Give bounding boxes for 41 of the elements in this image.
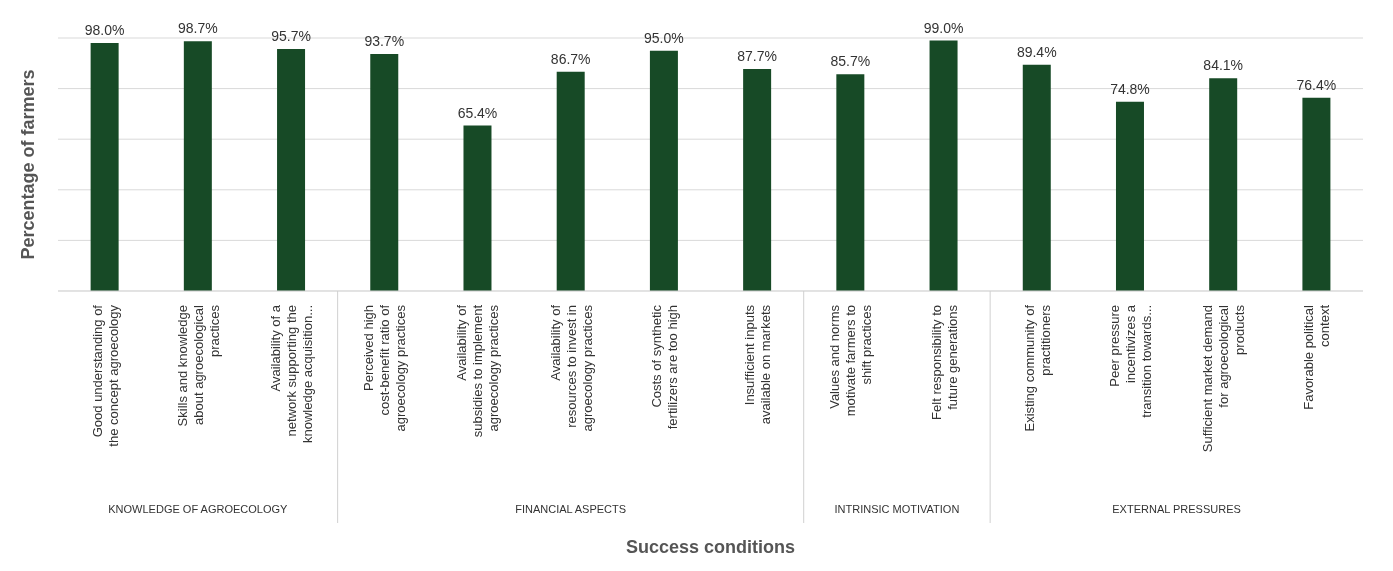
bar bbox=[463, 125, 492, 291]
data-label: 76.4% bbox=[1296, 76, 1337, 93]
bar bbox=[90, 43, 119, 291]
data-label: 65.4% bbox=[457, 104, 498, 121]
bar bbox=[743, 69, 772, 291]
x-tick-label: Skills and knowledge about agroecological practices bbox=[174, 304, 222, 427]
text: EXTERNAL PRESSURES bbox=[1112, 503, 1241, 515]
bar bbox=[1115, 101, 1144, 291]
x-tick-label: Sufficient market demand for agroecological products bbox=[1200, 304, 1248, 453]
bar bbox=[277, 48, 306, 291]
data-label: 87.7% bbox=[737, 48, 777, 65]
y-axis-title: Percentage of farmers bbox=[18, 69, 39, 260]
bar bbox=[1302, 97, 1331, 291]
bar bbox=[649, 50, 678, 291]
bar bbox=[1209, 78, 1238, 291]
bar bbox=[556, 71, 585, 291]
bar bbox=[836, 74, 865, 291]
data-label: 84.1% bbox=[1203, 57, 1244, 74]
data-label: 99.0% bbox=[923, 19, 964, 36]
text: FINANCIAL ASPECTS bbox=[515, 503, 627, 515]
text: INTRINSIC MOTIVATION bbox=[834, 503, 960, 515]
data-label: 74.8% bbox=[1110, 80, 1150, 97]
data-label: 95.0% bbox=[644, 29, 684, 46]
x-tick-label: Favorable political context bbox=[1301, 304, 1333, 410]
bar bbox=[370, 53, 399, 291]
x-tick-label: Availability of a network supporting the knowledge acquisition... bbox=[268, 304, 316, 444]
x-tick-label: Existing community of practitioners bbox=[1021, 304, 1053, 432]
data-label: 95.7% bbox=[271, 27, 311, 44]
x-tick-label: Good understanding of the concept agroecology bbox=[89, 304, 121, 447]
x-tick-label: Peer pressure incentivizes a transition towards... bbox=[1106, 304, 1154, 418]
x-axis-title: Success conditions bbox=[625, 537, 796, 557]
text: KNOWLEDGE OF AGROECOLOGY bbox=[108, 503, 289, 515]
data-label: 98.0% bbox=[84, 22, 125, 39]
data-label: 89.4% bbox=[1016, 43, 1057, 60]
data-label: 85.7% bbox=[830, 53, 871, 70]
bar bbox=[929, 40, 958, 291]
data-label: 86.7% bbox=[550, 50, 591, 67]
bar bbox=[1022, 64, 1051, 291]
data-label: 98.7% bbox=[177, 20, 218, 37]
bar bbox=[183, 41, 212, 291]
data-label: 93.7% bbox=[364, 32, 405, 49]
